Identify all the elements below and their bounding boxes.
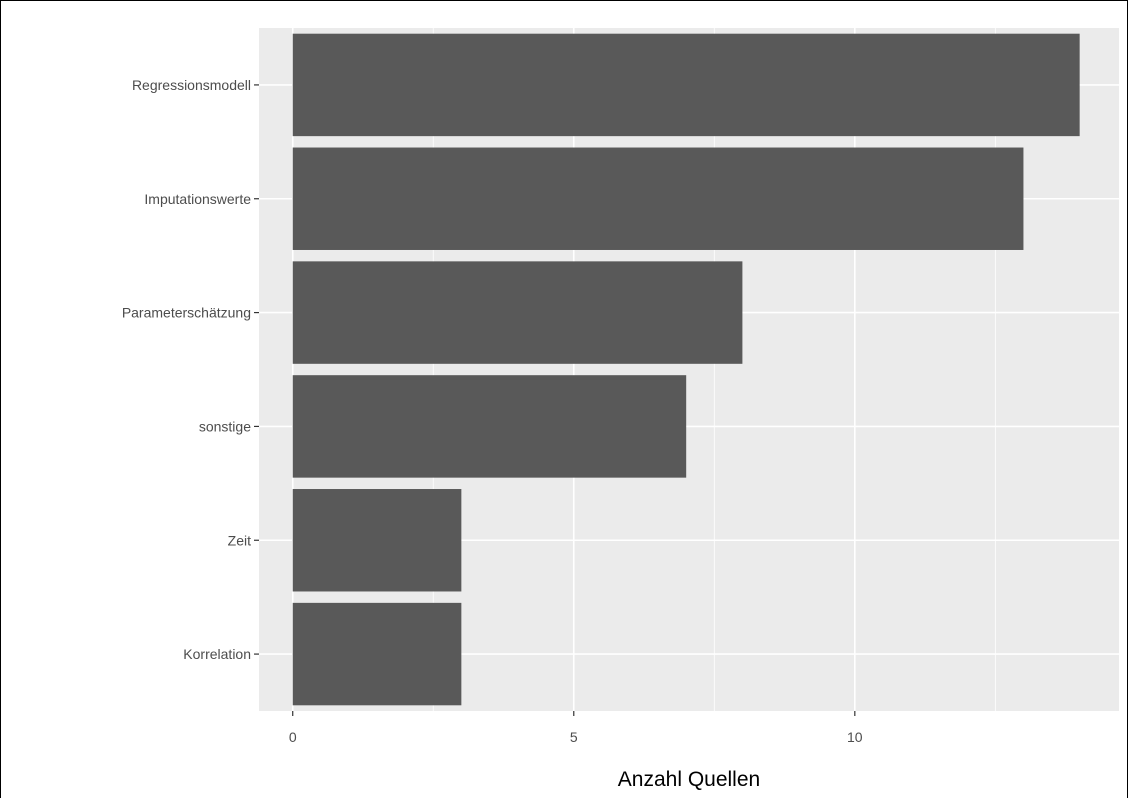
bar-korrelation bbox=[292, 602, 462, 706]
bar-sonstige bbox=[292, 375, 687, 478]
y-tick-label: Korrelation bbox=[183, 646, 251, 662]
y-tick-label: Imputationswerte bbox=[144, 191, 251, 207]
x-tick-label: 5 bbox=[570, 729, 578, 745]
bar-zeit bbox=[292, 489, 462, 592]
x-tick-label: 10 bbox=[847, 729, 863, 745]
x-axis-title: Anzahl Quellen bbox=[618, 768, 760, 791]
bar-imputationswerte bbox=[292, 147, 1024, 250]
x-tick-label: 0 bbox=[289, 729, 297, 745]
y-tick-label: Parameterschätzung bbox=[122, 305, 251, 321]
bars bbox=[292, 33, 1080, 706]
y-axis: Regressionsmodell Imputationswerte Paramet… bbox=[122, 77, 259, 662]
x-axis: 0 5 10 bbox=[289, 711, 863, 745]
y-tick-label: Regressionsmodell bbox=[132, 77, 251, 93]
plot-panel bbox=[259, 28, 1119, 711]
y-tick-label: Zeit bbox=[228, 532, 251, 548]
bar-regressionsmodell bbox=[292, 33, 1080, 137]
y-tick-label: sonstige bbox=[199, 418, 251, 434]
bar-parameterschätzung bbox=[292, 261, 743, 364]
